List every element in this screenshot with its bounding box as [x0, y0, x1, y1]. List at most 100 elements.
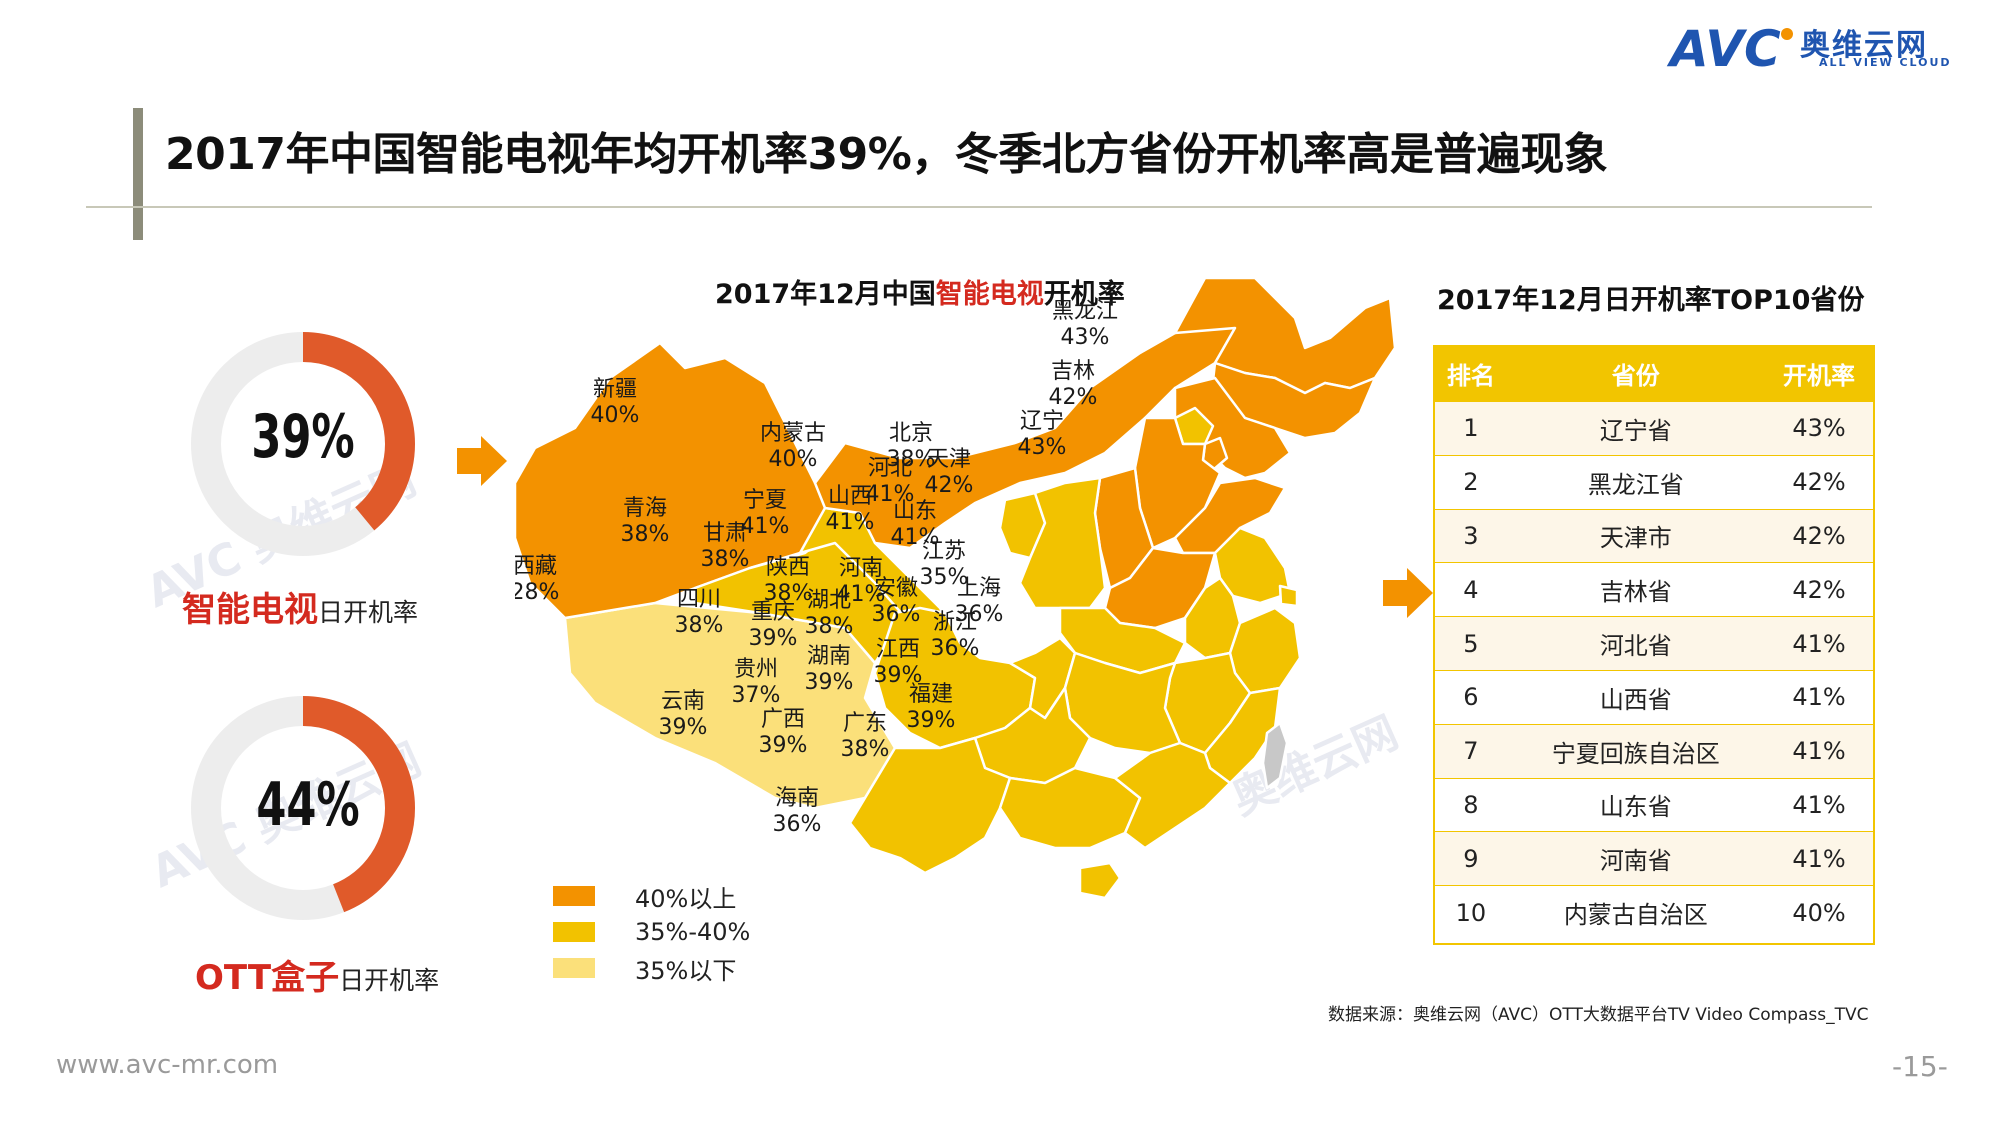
legend-swatch-high	[553, 886, 595, 906]
province-label: 湖北 38%	[805, 588, 854, 639]
province-value: 41%	[741, 514, 790, 539]
legend-item: 35%-40%	[553, 914, 750, 950]
province-name: 江苏	[922, 539, 966, 564]
legend-swatch-low	[553, 958, 595, 978]
province-name: 河南	[839, 556, 883, 581]
table-row: 9 河南省 41%	[1433, 831, 1875, 886]
province-name: 福建	[909, 682, 953, 707]
province-label: 吉林 42%	[1049, 359, 1098, 410]
province-label: 浙江 36%	[931, 610, 980, 661]
legend-label: 35%以下	[635, 956, 737, 985]
province-value: 42%	[1049, 385, 1098, 410]
province-label: 重庆 39%	[749, 600, 798, 651]
province-value: 36%	[931, 636, 980, 661]
province-name: 内蒙古	[760, 421, 826, 446]
page-title: 2017年中国智能电视年均开机率39%，冬季北方省份开机率高是普遍现象	[165, 129, 1608, 180]
province-value: 38%	[764, 581, 813, 606]
province-name: 云南	[661, 689, 705, 714]
table-row: 8 山东省 41%	[1433, 777, 1875, 832]
province-name: 广东	[843, 711, 887, 736]
province-value: 38%	[887, 447, 936, 472]
province-cell: 河北省	[1508, 616, 1763, 671]
province-label: 上海 36%	[955, 576, 1004, 627]
province-value: 37%	[732, 683, 781, 708]
province-name: 广西	[761, 707, 805, 732]
province-cell: 河南省	[1508, 831, 1763, 886]
province-label: 江苏 35%	[920, 539, 969, 590]
region-guangdong	[1113, 741, 1232, 850]
province-value: 38%	[841, 737, 890, 762]
rank-cell: 6	[1433, 669, 1509, 725]
table-title: 2017年12月日开机率TOP10省份	[1437, 285, 1865, 316]
province-value: 38%	[805, 614, 854, 639]
province-name: 海南	[775, 786, 819, 811]
caption-highlight: 智能电视	[182, 590, 318, 630]
province-value: 39%	[749, 626, 798, 651]
province-name: 湖南	[807, 644, 851, 669]
province-name: 辽宁	[1020, 409, 1064, 434]
province-label: 黑龙江 43%	[1052, 299, 1118, 350]
province-label: 广西 39%	[759, 707, 808, 758]
province-label: 宁夏 41%	[741, 488, 790, 539]
title-accent-bar	[133, 108, 143, 240]
province-name: 黑龙江	[1052, 299, 1118, 324]
province-name: 山西	[828, 484, 872, 509]
column-header: 排名	[1433, 345, 1509, 402]
province-name: 上海	[957, 576, 1001, 601]
website-url: www.avc-mr.com	[56, 1050, 279, 1080]
table-border	[1433, 345, 1875, 945]
donut-value-arc	[191, 332, 415, 556]
province-cell: 宁夏回族自治区	[1508, 723, 1763, 779]
province-name: 陕西	[766, 555, 810, 580]
table-header-row: 排名 省份 开机率	[1433, 345, 1875, 402]
province-value: 38%	[701, 547, 750, 572]
province-value: 40%	[769, 447, 818, 472]
province-label: 海南 36%	[773, 786, 822, 837]
rate-cell: 43%	[1762, 401, 1875, 456]
province-label: 福建 39%	[907, 682, 956, 733]
province-name: 新疆	[593, 377, 637, 402]
province-value: 36%	[773, 812, 822, 837]
rank-cell: 10	[1433, 885, 1509, 939]
region-neimenggu	[813, 306, 1237, 550]
province-label: 贵州 37%	[732, 657, 781, 708]
province-name: 青海	[623, 496, 667, 521]
province-labels: 黑龙江 43%吉林 42%辽宁 43%新疆 40%内蒙古 40%北京 38%天津 42%河北 4…	[515, 299, 1118, 837]
logo-cn-text: 奥维云网	[1800, 28, 1928, 63]
ott-box-rate-value: 44%	[256, 770, 360, 840]
donut-value-arc	[191, 696, 415, 920]
province-cell: 辽宁省	[1508, 401, 1763, 456]
table-row: 10 内蒙古自治区 40%	[1433, 885, 1875, 939]
region-yunnan	[848, 736, 1012, 875]
province-name: 河北	[868, 456, 912, 481]
rate-cell: 41%	[1762, 777, 1875, 832]
legend-label: 40%以上	[635, 884, 737, 913]
province-cell: 天津市	[1508, 508, 1763, 563]
province-name: 安徽	[874, 576, 918, 601]
region-hainan	[1078, 861, 1122, 900]
province-cell: 黑龙江省	[1508, 454, 1763, 510]
province-value: 41%	[826, 510, 875, 535]
province-label: 天津 42%	[925, 447, 974, 498]
province-label: 新疆 40%	[591, 377, 640, 428]
province-cell: 山西省	[1508, 669, 1763, 725]
province-label: 江西 39%	[874, 637, 923, 688]
rate-cell: 41%	[1762, 616, 1875, 671]
province-value: 43%	[1018, 435, 1067, 460]
province-name: 贵州	[734, 657, 778, 682]
table-row: 5 河北省 41%	[1433, 616, 1875, 671]
region-taiwan	[1261, 721, 1289, 790]
logo-wordmark: AVC	[1666, 22, 1781, 74]
table-row: 4 吉林省 42%	[1433, 562, 1875, 617]
province-cell: 吉林省	[1508, 562, 1763, 617]
rank-cell: 3	[1433, 508, 1509, 563]
legend-item: 40%以上	[553, 878, 750, 914]
province-value: 41%	[891, 525, 940, 550]
column-header: 省份	[1508, 345, 1763, 402]
province-label: 云南 39%	[659, 689, 708, 740]
province-value: 41%	[866, 482, 915, 507]
province-name: 浙江	[933, 610, 977, 635]
right-arrow-icon	[457, 436, 507, 486]
ott-box-donut-chart	[191, 696, 415, 920]
province-name: 重庆	[751, 600, 795, 625]
